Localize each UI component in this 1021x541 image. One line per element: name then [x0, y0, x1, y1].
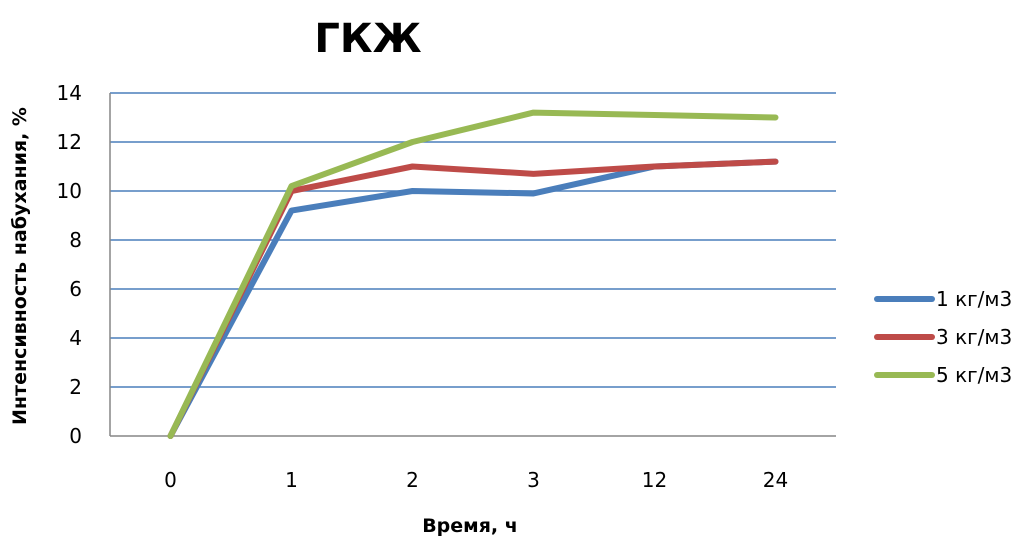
legend-label: 5 кг/м3	[936, 363, 1012, 387]
y-tick-label: 8	[69, 228, 82, 252]
x-tick-label: 0	[164, 468, 177, 492]
legend-label: 1 кг/м3	[936, 287, 1012, 311]
legend-item: 1 кг/м3	[874, 287, 1012, 311]
x-tick-label: 1	[285, 468, 298, 492]
y-tick-label: 12	[57, 130, 82, 154]
series-line-1	[167, 158, 779, 439]
legend-item: 3 кг/м3	[874, 325, 1012, 349]
y-tick-label: 0	[69, 424, 82, 448]
chart-title: ГКЖ	[314, 16, 421, 62]
y-tick-label: 10	[57, 179, 82, 203]
legend-item: 5 кг/м3	[874, 363, 1012, 387]
legend-label: 3 кг/м3	[936, 325, 1012, 349]
x-tick-label: 3	[527, 468, 540, 492]
legend: 1 кг/м3 3 кг/м3 5 кг/м3	[874, 287, 1012, 387]
y-tick-label: 14	[57, 81, 82, 105]
series-lines	[167, 109, 779, 439]
x-axis-title: Время, ч	[422, 515, 518, 537]
y-tick-labels: 0 2 4 6 8 10 12 14	[57, 81, 82, 448]
x-tick-label: 2	[406, 468, 419, 492]
y-tick-label: 4	[69, 326, 82, 350]
x-tick-label: 24	[763, 468, 788, 492]
x-tick-labels: 0 1 2 3 12 24	[164, 468, 788, 492]
series-line-2	[167, 158, 779, 439]
gridlines	[109, 92, 836, 437]
y-tick-label: 6	[69, 277, 82, 301]
y-tick-label: 2	[69, 375, 82, 399]
y-axis-title: Интенсивность набухания, %	[9, 107, 31, 425]
series-line-3	[167, 109, 779, 439]
x-tick-label: 12	[642, 468, 667, 492]
